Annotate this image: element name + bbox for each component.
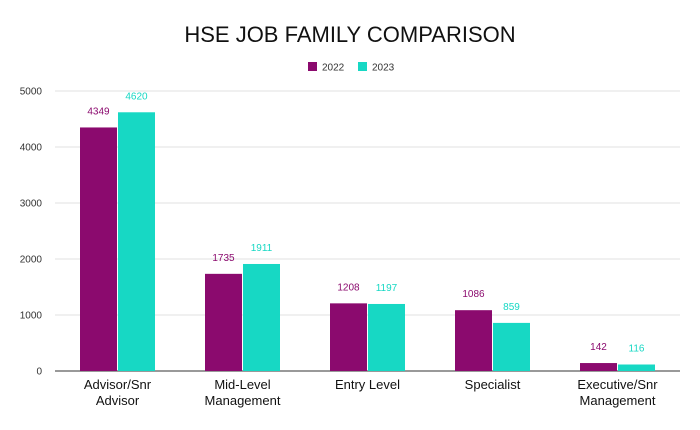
x-tick-label: Entry Level	[335, 377, 400, 392]
data-labels: 4349 4620 1735 1911 1208 1197 1086 859 142 116	[87, 91, 645, 354]
bar-2023	[493, 322, 530, 371]
bar-2023	[243, 263, 280, 371]
bar-2022	[330, 303, 367, 371]
data-label-2022: 142	[590, 342, 607, 353]
chart-title: HSE JOB FAMILY COMPARISON	[184, 22, 515, 47]
y-tick-label: 5000	[20, 87, 43, 98]
bar-2023	[118, 112, 155, 371]
bar-2023	[618, 364, 655, 371]
x-tick-label: Mid-Level Management	[205, 377, 281, 408]
bar-2022	[455, 310, 492, 371]
legend-label-2022: 2022	[322, 63, 345, 74]
data-label-2023: 4620	[125, 91, 148, 102]
bar-2022	[205, 273, 242, 371]
x-tick-label: Specialist	[465, 377, 521, 392]
legend-label-2023: 2023	[372, 63, 395, 74]
x-axis: Advisor/Snr Advisor Mid-Level Management Ent…	[84, 377, 658, 408]
data-label-2023: 116	[629, 344, 645, 355]
gridlines	[55, 90, 680, 316]
y-axis: 0 1000 2000 3000 4000 5000	[20, 87, 680, 378]
data-label-2023: 859	[503, 302, 520, 313]
data-label-2022: 1735	[212, 253, 235, 264]
data-label-2023: 1197	[376, 283, 398, 294]
y-tick-label: 1000	[20, 311, 43, 322]
data-label-2022: 1086	[462, 289, 485, 300]
y-tick-label: 2000	[20, 255, 43, 266]
data-label-2022: 4349	[87, 106, 110, 117]
bar-2023	[368, 303, 405, 371]
y-tick-label: 0	[36, 367, 42, 378]
x-tick-label: Advisor/Snr Advisor	[84, 377, 152, 408]
data-label-2022: 1208	[337, 282, 360, 293]
bars	[80, 112, 655, 372]
bar-2022	[80, 127, 117, 372]
y-tick-label: 3000	[20, 199, 43, 210]
legend-swatch-2023	[358, 62, 367, 71]
x-tick-label: Executive/Snr Management	[577, 377, 658, 408]
legend-swatch-2022	[308, 62, 317, 71]
chart-legend: 2022 2023	[308, 62, 395, 74]
data-label-2023: 1911	[251, 243, 273, 254]
y-tick-label: 4000	[20, 143, 43, 154]
bar-2022	[580, 363, 617, 371]
